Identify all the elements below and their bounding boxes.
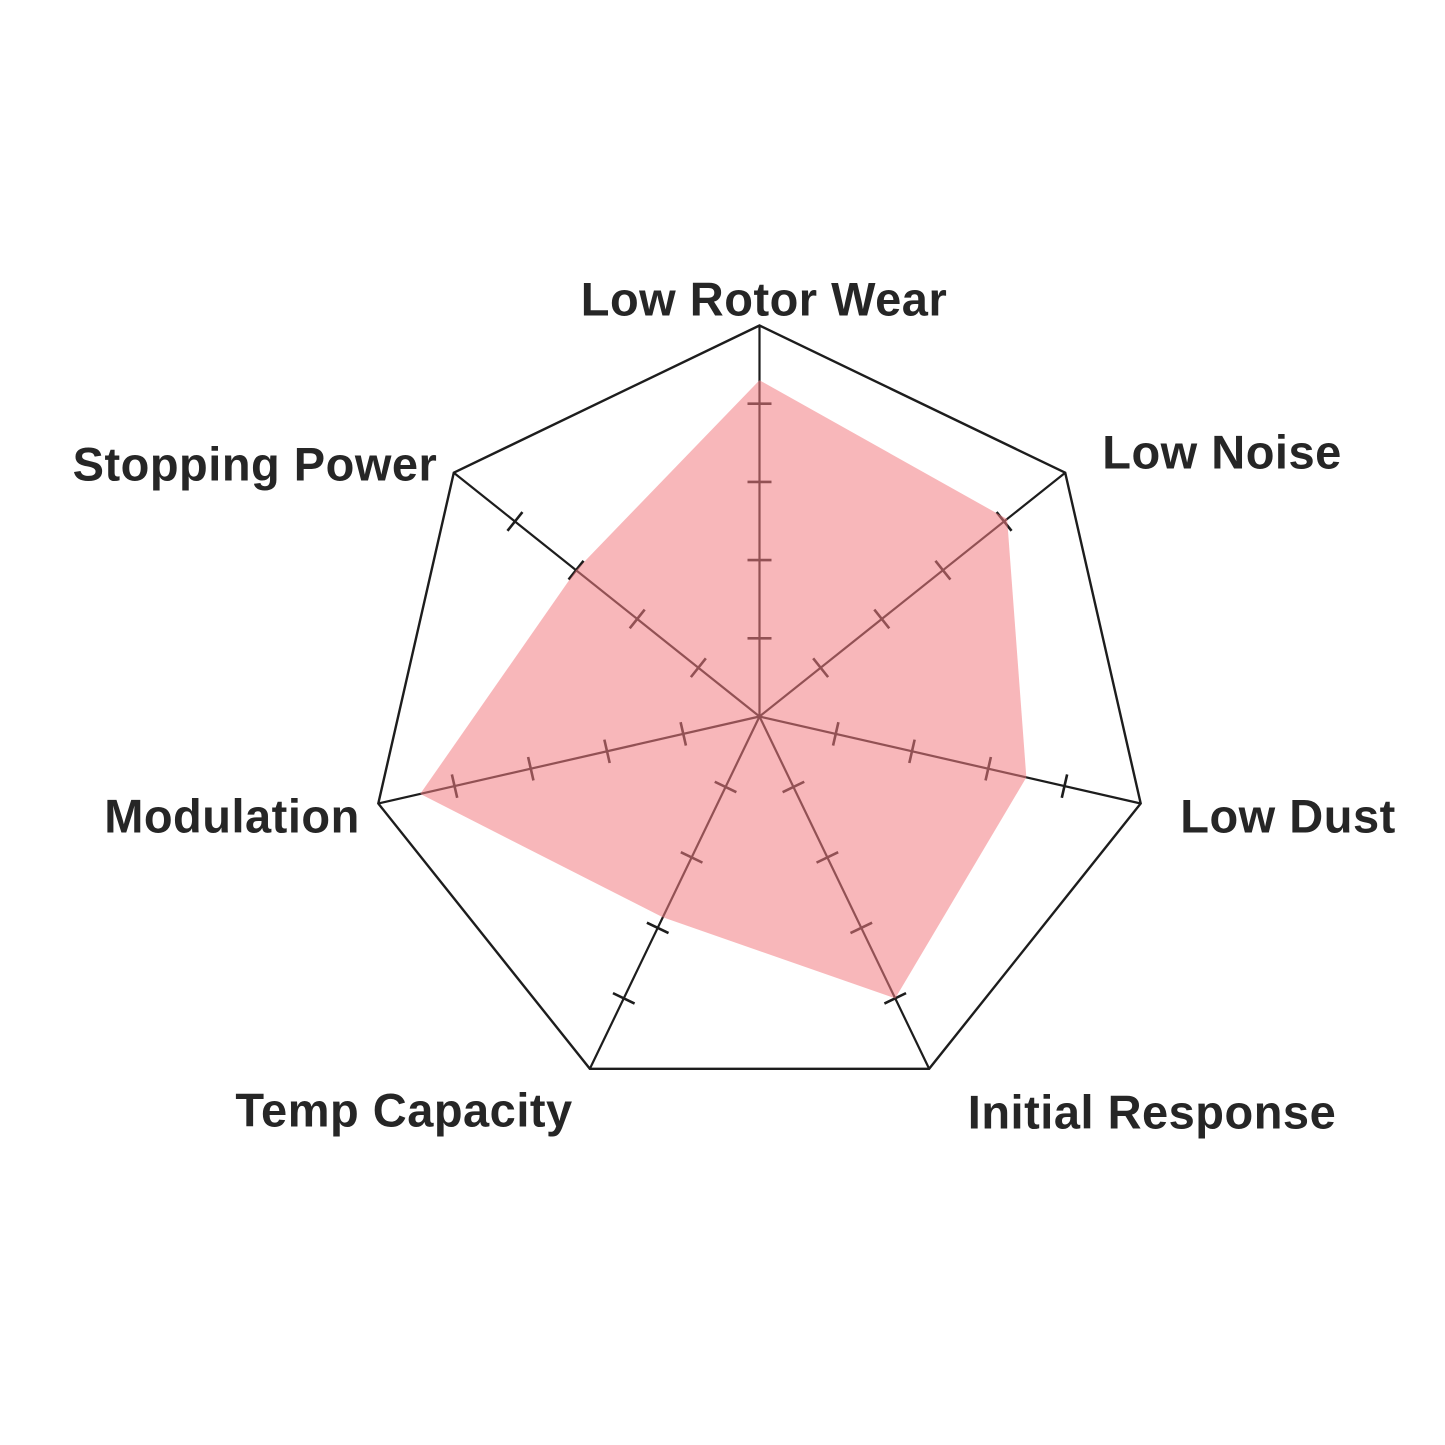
axis-label-low-dust: Low Dust — [1180, 789, 1396, 843]
axis-label-low-rotor-wear: Low Rotor Wear — [580, 272, 948, 326]
data-polygon — [420, 380, 1027, 999]
axis-label-low-noise: Low Noise — [1102, 425, 1342, 479]
axis-label-modulation: Modulation — [104, 789, 360, 843]
outer-ring — [377, 324, 1142, 1070]
axis-label-initial-response: Initial Response — [967, 1085, 1337, 1139]
axis-label-stopping-power: Stopping Power — [72, 437, 438, 491]
axis-label-temp-capacity: Temp Capacity — [235, 1083, 573, 1137]
